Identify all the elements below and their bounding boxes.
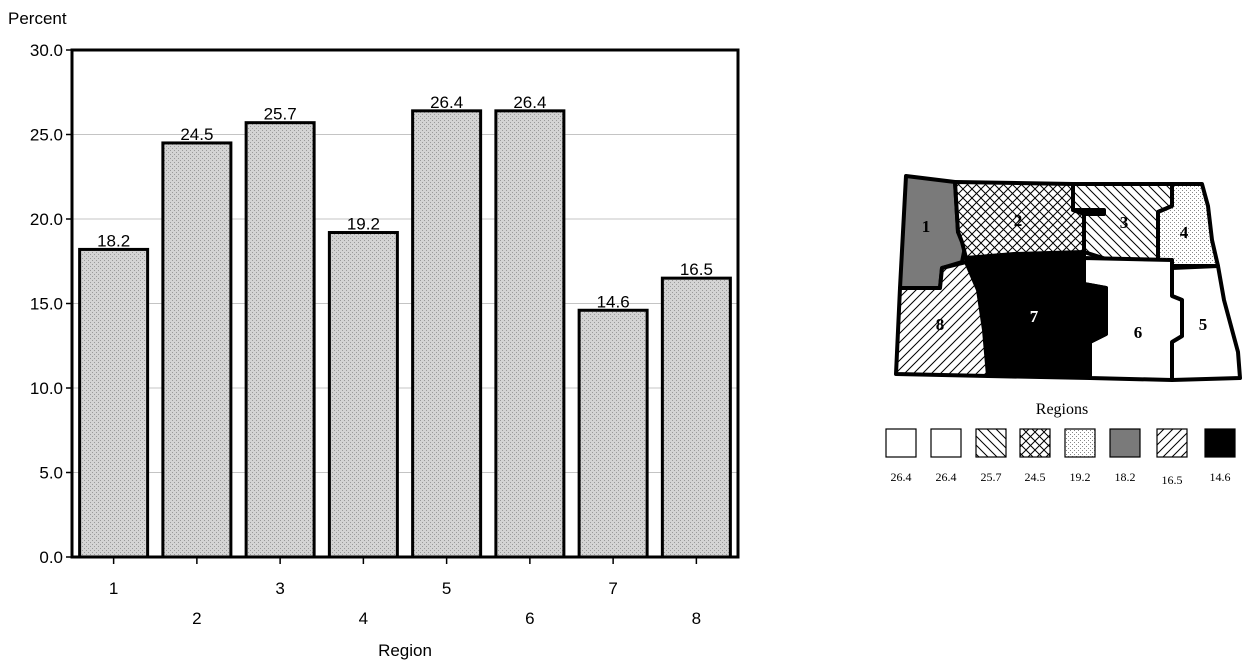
map-region-labels: 1 2 3 4 5 6 7 8 xyxy=(922,211,1208,342)
y-tick-label: 25.0 xyxy=(30,126,63,145)
legend-swatch xyxy=(930,428,962,458)
bar xyxy=(494,109,566,559)
legend-swatch xyxy=(1156,428,1188,458)
map-region-label: 1 xyxy=(922,217,931,236)
y-tick-label: 10.0 xyxy=(30,379,63,398)
map-region-label: 7 xyxy=(1030,307,1039,326)
legend-swatch xyxy=(1109,428,1141,458)
bar-value-label: 24.5 xyxy=(180,125,213,144)
bar-value-label: 26.4 xyxy=(513,93,546,112)
legend-value: 18.2 xyxy=(1115,470,1136,484)
bar xyxy=(161,141,233,559)
bar-value-label: 26.4 xyxy=(430,93,463,112)
x-tick-label: 2 xyxy=(192,609,201,628)
bar-value-label: 16.5 xyxy=(680,260,713,279)
legend-swatch xyxy=(975,428,1007,458)
bar xyxy=(411,109,483,559)
map-region-label: 5 xyxy=(1199,315,1208,334)
x-tick-label: 7 xyxy=(608,579,617,598)
legend-value: 16.5 xyxy=(1162,473,1183,487)
bar-chart: Percent 18.2 24.5 25.7 19.2 26.4 26.4 14.6 16.5… xyxy=(8,9,740,660)
y-tick-label: 20.0 xyxy=(30,210,63,229)
y-axis: 0.0 5.0 10.0 15.0 20.0 25.0 30.0 xyxy=(30,41,72,567)
legend-value: 25.7 xyxy=(981,470,1002,484)
region-map xyxy=(894,174,1242,382)
bar-value-label: 25.7 xyxy=(264,105,297,124)
bar-value-label: 19.2 xyxy=(347,215,380,234)
map-region-label: 4 xyxy=(1180,223,1189,242)
bar xyxy=(244,121,316,559)
map-region-label: 6 xyxy=(1134,323,1143,342)
x-axis-title: Region xyxy=(378,641,432,660)
map-region-label: 2 xyxy=(1014,211,1023,230)
bar xyxy=(78,247,150,559)
legend-value: 26.4 xyxy=(891,470,912,484)
bar xyxy=(577,308,649,559)
legend-swatch xyxy=(1204,428,1236,458)
map-region-label: 3 xyxy=(1120,213,1129,232)
x-tick-label: 5 xyxy=(442,579,451,598)
x-tick-label: 1 xyxy=(109,579,118,598)
map-region-8 xyxy=(894,260,990,378)
y-tick-label: 0.0 xyxy=(39,548,63,567)
bar-value-label: 14.6 xyxy=(597,292,630,311)
x-tick-label: 8 xyxy=(692,609,701,628)
value-labels: 18.2 24.5 25.7 19.2 26.4 26.4 14.6 16.5 xyxy=(97,93,713,311)
bars xyxy=(78,109,732,559)
map-legend-title: Regions xyxy=(1036,401,1088,418)
map-legend: 26.4 26.4 25.7 24.5 19.2 18.2 16.5 14.6 xyxy=(885,428,1236,487)
x-tick-label: 6 xyxy=(525,609,534,628)
y-tick-label: 15.0 xyxy=(30,295,63,314)
map-region-label: 8 xyxy=(936,315,945,334)
y-tick-label: 30.0 xyxy=(30,41,63,60)
legend-swatch xyxy=(885,428,917,458)
bar-value-label: 18.2 xyxy=(97,231,130,250)
x-tick-label: 4 xyxy=(359,609,368,628)
bar xyxy=(660,276,732,559)
y-axis-title: Percent xyxy=(8,9,67,28)
legend-swatch xyxy=(1064,428,1096,458)
legend-swatch xyxy=(1019,428,1051,458)
bar xyxy=(327,231,399,559)
legend-value: 26.4 xyxy=(936,470,957,484)
legend-value: 19.2 xyxy=(1070,470,1091,484)
x-tick-label: 3 xyxy=(275,579,284,598)
legend-value: 14.6 xyxy=(1210,470,1231,484)
y-tick-label: 5.0 xyxy=(39,464,63,483)
legend-value: 24.5 xyxy=(1025,470,1046,484)
x-axis: 1 2 3 4 5 6 7 8 xyxy=(109,557,701,628)
